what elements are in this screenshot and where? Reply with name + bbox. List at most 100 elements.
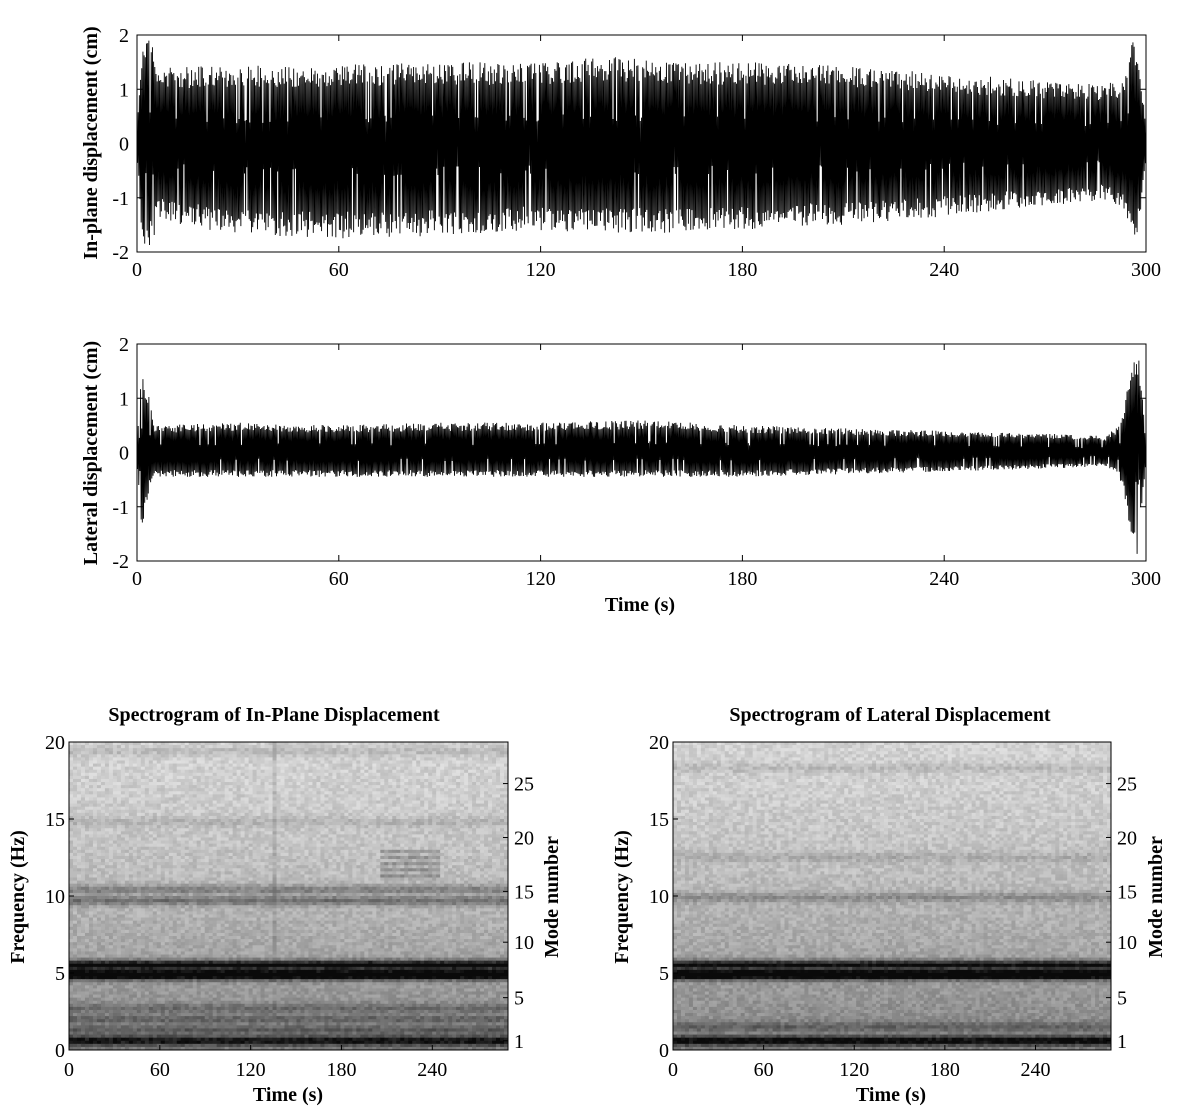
spectrogram-inplane-cell — [388, 809, 393, 814]
spectrogram-inplane-cell — [292, 775, 297, 780]
spectrogram-inplane-cell — [128, 865, 134, 869]
spectrogram-inplane-cell — [144, 859, 150, 863]
spectrogram-inplane-cell — [88, 825, 94, 829]
spectrogram-inplane-cell — [164, 855, 170, 860]
spectrogram-inplane-cell — [256, 849, 262, 854]
spectrogram-inplane-cell — [432, 855, 437, 860]
spectrogram-inplane-cell — [388, 754, 393, 758]
spectrogram-inplane-cell — [72, 865, 78, 869]
spectrogram-inplane-cell — [492, 874, 497, 879]
spectrogram-inplane-cell — [188, 797, 194, 802]
spectrogram-inplane-cell — [400, 797, 405, 802]
spectrogram-inplane-cell — [260, 803, 266, 808]
spectrogram-inplane-cell — [160, 760, 166, 765]
spectrogram-inplane-cell — [336, 819, 341, 823]
spectrogram-inplane-cell — [504, 794, 509, 798]
spectrogram-inplane-cell — [488, 748, 493, 752]
spectrogram-inplane-cell — [280, 785, 286, 789]
spectrogram-inplane-cell — [69, 766, 74, 771]
spectrogram-inplane-cell — [324, 862, 329, 866]
spectrogram-inplane-cell — [212, 800, 218, 805]
spectrogram-inplane-cell — [416, 769, 421, 774]
spectrogram-inplane-cell — [336, 782, 341, 786]
spectrogram-inplane-cell — [456, 855, 461, 860]
spectrogram-inplane-cell — [220, 748, 226, 752]
spectrogram-inplane-cell — [364, 855, 369, 860]
spectrogram-inplane-cell — [184, 862, 190, 866]
spectrogram-inplane-cell — [208, 855, 214, 860]
spectrogram-inplane-cell — [220, 840, 226, 845]
spectrogram-inplane-cell — [160, 865, 166, 869]
spectrogram-inplane-cell — [96, 788, 102, 792]
spectrogram-inplane-cell — [268, 806, 274, 811]
spectrogram-inplane-cell — [140, 803, 146, 808]
spectrogram-inplane-cell — [296, 748, 301, 752]
spectrogram-inplane-cell — [220, 849, 226, 854]
spectrogram-inplane-cell — [488, 769, 493, 774]
spectrogram-inplane-cell — [316, 828, 321, 832]
spectrogram-inplane-cell — [492, 763, 497, 768]
spectrogram-inplane-cell — [300, 806, 305, 811]
spectrogram-inplane-cell — [348, 828, 353, 832]
spectrogram-inplane-cell — [376, 754, 381, 758]
spectrogram-inplane-cell — [216, 751, 222, 755]
spectrogram-inplane-cell — [376, 751, 381, 755]
spectrogram-inplane-cell — [132, 868, 138, 872]
spectrogram-inplane-cell — [80, 843, 86, 848]
spectrogram-inplane-cell — [436, 778, 441, 783]
spectrogram-inplane-cell — [452, 800, 457, 805]
spectrogram-inplane-cell — [292, 797, 297, 802]
spectrogram-inplane-cell — [300, 819, 305, 823]
spectrogram-inplane-cell — [292, 785, 297, 789]
spectrogram-inplane-cell — [260, 834, 266, 838]
spectrogram-inplane-cell — [112, 834, 118, 838]
spectrogram-inplane-cell — [444, 754, 449, 758]
spectrogram-inplane-cell — [208, 797, 214, 802]
spectrogram-inplane-cell — [240, 788, 246, 792]
spectrogram-inplane-cell — [76, 859, 82, 863]
spectrogram-inplane-cell — [272, 837, 278, 842]
spectrogram-inplane-cell — [212, 868, 218, 872]
spectrogram-inplane-cell — [112, 865, 118, 869]
spectrogram-inplane-cell — [76, 757, 82, 761]
spectrogram-inplane-cell — [156, 772, 162, 777]
spectrogram-inplane-cell — [136, 751, 142, 755]
spectrogram-inplane-cell — [452, 794, 457, 798]
spectrogram-inplane-cell — [344, 742, 349, 746]
spectrogram-inplane-cell — [80, 757, 86, 761]
spectrogram-inplane-cell — [136, 877, 142, 882]
spectrogram-inplane-cell — [416, 806, 421, 811]
spectrogram-inplane-cell — [180, 846, 186, 851]
spectrogram-inplane-cell — [84, 791, 90, 795]
spectrogram-inplane-cell — [496, 843, 501, 848]
spectrogram-inplane-cell — [72, 819, 78, 823]
spectrogram-inplane-cell — [328, 794, 333, 798]
spectrogram-inplane-cell — [400, 831, 405, 835]
spectrogram-inplane-cell — [220, 763, 226, 768]
spectrogram-inplane-cell — [472, 855, 477, 860]
spectrogram-inplane-cell — [260, 754, 266, 758]
spectrogram-inplane-cell — [228, 852, 234, 857]
spectrogram-inplane-cell — [188, 803, 194, 808]
spectrogram-inplane-cell — [376, 852, 381, 857]
spectrogram-inplane-cell — [164, 772, 170, 777]
spectrogram-inplane-cell — [220, 877, 226, 882]
spectrogram-inplane-cell — [248, 815, 254, 820]
spectrogram-inplane-cell — [140, 825, 146, 829]
spectrogram-inplane-cell — [456, 775, 461, 780]
spectrogram-inplane-cell — [112, 831, 118, 835]
spectrogram-inplane-cell — [392, 855, 397, 860]
spectrogram-inplane-cell — [144, 819, 150, 823]
spectrogram-inplane-cell — [476, 766, 481, 771]
spectrogram-inplane-cell — [448, 831, 453, 835]
spectrogram-inplane-cell — [464, 766, 469, 771]
spectrogram-inplane-cell — [184, 788, 190, 792]
spectrogram-inplane-cell — [404, 852, 409, 857]
spectrogram-inplane-cell — [392, 828, 397, 832]
spectrogram-inplane-cell — [188, 868, 194, 872]
spectrogram-inplane-cell — [136, 852, 142, 857]
spectrogram-inplane-cell — [368, 822, 373, 826]
spectrogram-inplane-cell — [204, 800, 210, 805]
spectrogram-inplane-cell — [236, 815, 242, 820]
spectrogram-inplane-cell — [224, 806, 230, 811]
